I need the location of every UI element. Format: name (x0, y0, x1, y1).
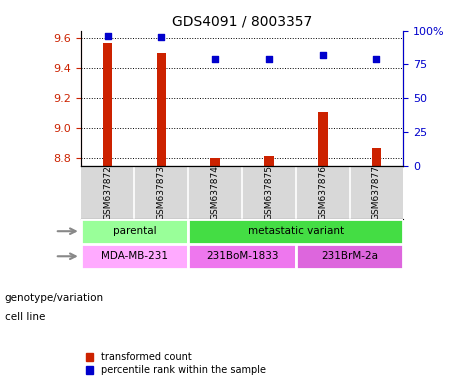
Point (319, 52, 326, 58)
Bar (81, 244, 188, 269)
Text: MDA-MB-231: MDA-MB-231 (101, 251, 168, 261)
Bar (81, 218, 188, 244)
Point (373, 56, 380, 62)
Bar (188, 244, 296, 269)
Text: cell line: cell line (5, 312, 45, 322)
Text: 231BoM-1833: 231BoM-1833 (206, 251, 278, 261)
Text: GSM637875: GSM637875 (265, 165, 273, 220)
Bar (156, 53, 166, 166)
Legend: transformed count, percentile rank within the sample: transformed count, percentile rank withi… (86, 353, 266, 375)
Point (158, 35, 165, 41)
Bar (188, 218, 403, 244)
Text: GSM637873: GSM637873 (157, 165, 166, 220)
Text: GSM637874: GSM637874 (211, 165, 219, 220)
Point (212, 56, 219, 62)
Title: GDS4091 / 8003357: GDS4091 / 8003357 (172, 14, 312, 28)
Bar (296, 244, 403, 269)
Text: metastatic variant: metastatic variant (248, 226, 344, 236)
Text: genotype/variation: genotype/variation (5, 293, 104, 303)
Text: GSM637877: GSM637877 (372, 165, 381, 220)
Bar (210, 158, 220, 166)
Text: parental: parental (112, 226, 156, 236)
Text: 231BrM-2a: 231BrM-2a (321, 251, 378, 261)
Point (104, 33, 111, 39)
Bar (318, 112, 327, 166)
Point (265, 56, 272, 62)
Bar (264, 156, 274, 166)
Bar (372, 148, 381, 166)
Text: GSM637876: GSM637876 (318, 165, 327, 220)
Bar (103, 43, 112, 166)
Text: GSM637872: GSM637872 (103, 165, 112, 220)
